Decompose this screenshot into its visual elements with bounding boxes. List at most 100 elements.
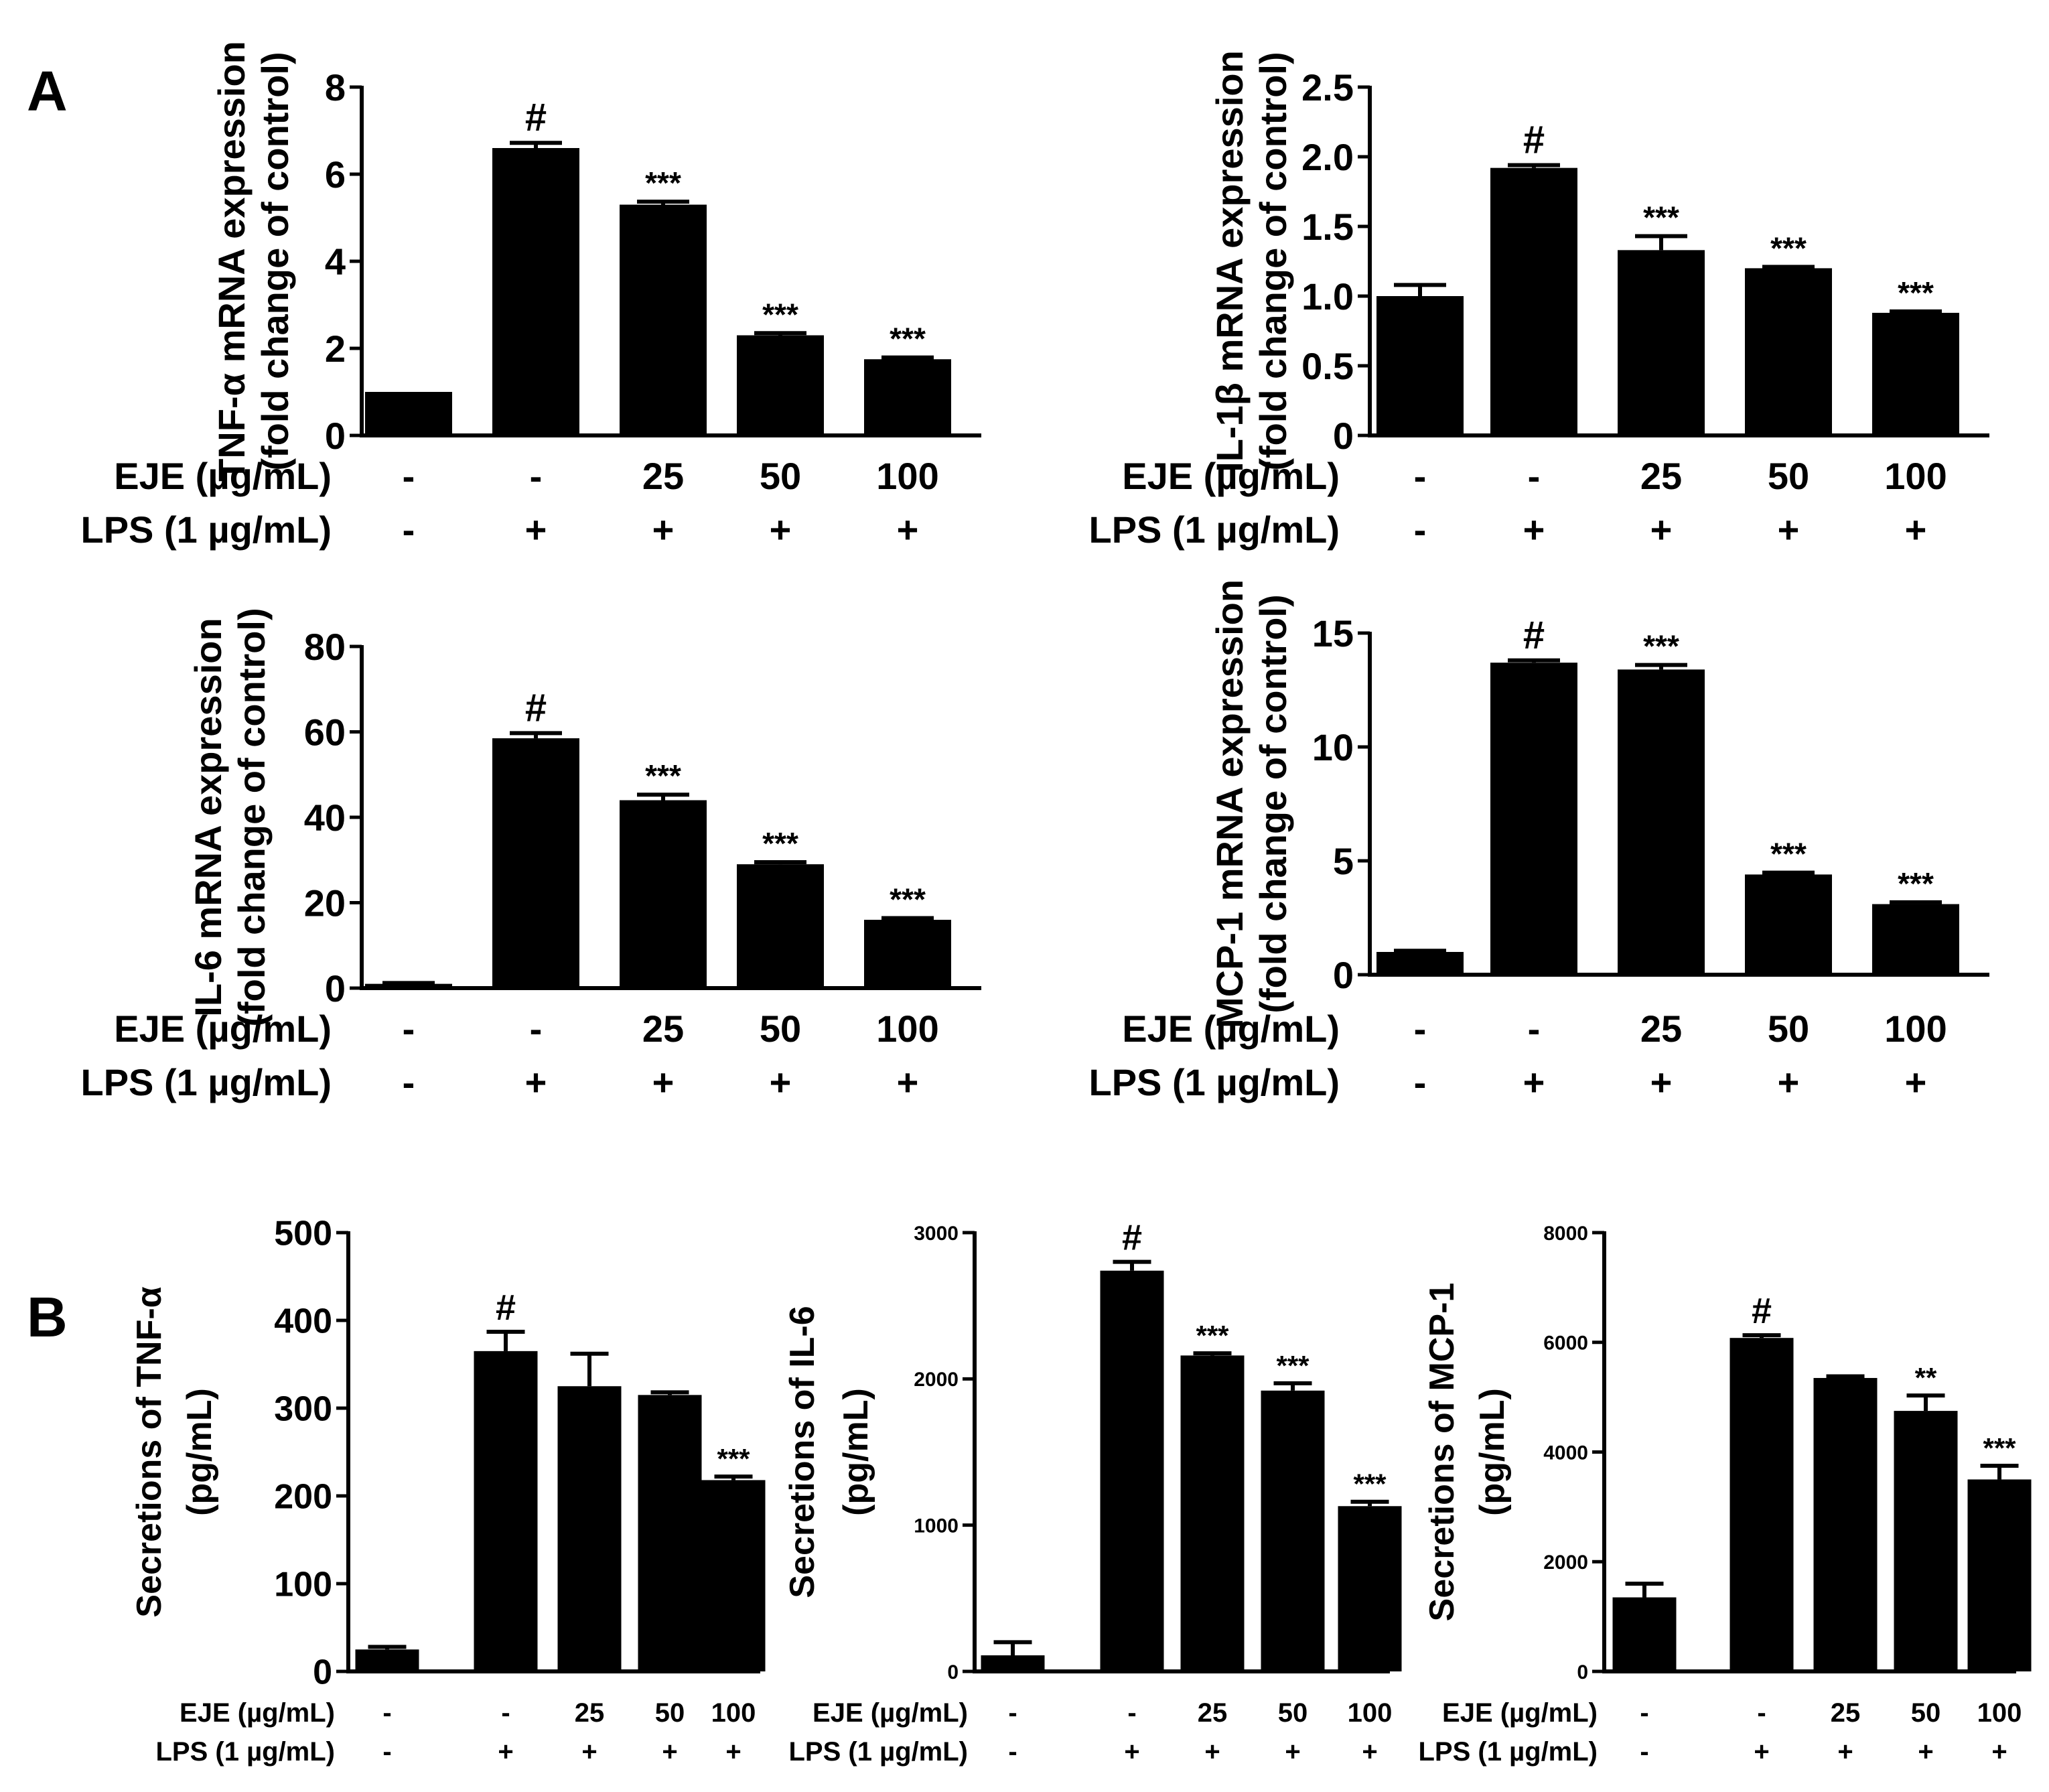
annotation-significance: *** [1643,200,1679,235]
y-tick-label: 0.5 [1301,345,1354,387]
row-value-lps: - [382,1737,391,1767]
row-value-eje: 25 [1640,1008,1682,1050]
y-tick-label: 5 [1333,840,1354,882]
bar [864,920,951,988]
row-value-lps: + [1285,1737,1300,1767]
row-value-eje: 50 [1768,455,1809,497]
y-tick-label: 0 [1333,415,1354,457]
bar [1338,1506,1402,1671]
row-value-eje: 100 [1884,1008,1947,1050]
y-tick-label: 0 [947,1661,959,1683]
panel-label: A [27,60,68,123]
annotation-significance: *** [890,322,926,356]
row-value-eje: - [1528,1008,1541,1050]
annotation-significance: *** [1898,275,1934,310]
annotation-hash: # [525,686,547,730]
row-value-lps: + [1778,1061,1800,1103]
row-value-eje: - [1528,455,1541,497]
row-value-eje: - [1008,1698,1017,1728]
row-value-eje: 50 [760,1008,801,1050]
y-axis-label: Secretions of IL-6 [783,1306,822,1598]
row-value-lps: + [1991,1737,2007,1767]
row-value-eje: 25 [1831,1698,1861,1728]
row-value-eje: - [403,455,415,497]
row-value-eje: - [1414,1008,1427,1050]
y-tick-label: 8 [325,66,346,109]
chart-tnf-mrna: A 0 2 4 6 8 TNF-α mRNA expression (fold change … [27,41,981,551]
y-tick-label: 2000 [1543,1552,1588,1574]
annotation-significance: *** [1643,629,1679,664]
bar [365,983,452,988]
y-axis-label-unit: (fold change of control) [230,608,273,1026]
row-value-lps: + [897,508,919,551]
y-tick-label: 2.0 [1301,136,1354,178]
bar [701,1480,766,1671]
bar [1180,1355,1245,1671]
row-value-lps: + [525,1061,547,1103]
y-axis-label: IL-1β mRNA expression [1208,50,1251,472]
annotation-significance: *** [1196,1320,1229,1351]
y-tick-label: 500 [274,1215,332,1253]
y-tick-label: 0 [1577,1661,1588,1683]
row-value-lps: + [1778,508,1800,551]
y-tick-label: 100 [274,1566,332,1604]
y-tick-label: 1000 [914,1515,959,1537]
y-tick-label: 10 [1312,726,1354,768]
y-tick-label: 6 [325,153,346,196]
row-value-lps: - [1414,508,1427,551]
bar [1813,1377,1878,1671]
y-tick-label: 3000 [914,1223,959,1245]
y-axis-label-unit: (fold change of control) [1252,52,1294,470]
annotation-significance: *** [1276,1350,1310,1381]
row-value-lps: + [1124,1737,1139,1767]
annotation-significance: *** [1353,1468,1387,1500]
row-label-lps: LPS (1 µg/mL) [1089,508,1340,551]
y-tick-label: 4000 [1543,1442,1588,1464]
y-tick-label: 20 [304,882,346,924]
row-value-lps: + [1362,1737,1377,1767]
annotation-significance: *** [645,165,681,200]
row-value-eje: 25 [642,1008,684,1050]
bar [1261,1390,1325,1671]
row-value-eje: 50 [1768,1008,1809,1050]
row-label-lps: LPS (1 µg/mL) [1089,1061,1340,1103]
bar [1729,1338,1794,1671]
row-value-lps: + [1837,1737,1853,1767]
panel-label: B [27,1286,68,1349]
y-axis-label: Secretions of TNF-α [130,1286,169,1617]
row-value-lps: + [498,1737,513,1767]
y-axis-label: IL-6 mRNA expression [187,618,229,1016]
row-value-eje: 25 [1640,455,1682,497]
y-tick-label: 400 [274,1302,332,1341]
y-axis-label-unit: (fold change of control) [1252,594,1294,1013]
annotation-hash: # [1752,1291,1772,1331]
annotation-significance: *** [890,882,926,916]
bar [1490,167,1577,435]
annotation-significance: *** [1898,866,1934,901]
row-value-lps: + [725,1737,741,1767]
row-value-eje: 100 [876,455,938,497]
bar [1618,669,1705,975]
row-value-lps: - [1414,1061,1427,1103]
y-tick-label: 2.5 [1301,66,1354,109]
y-tick-label: 1.5 [1301,206,1354,248]
row-value-lps: + [525,508,547,551]
row-label-lps: LPS (1 µg/mL) [81,508,332,551]
row-value-lps: + [1650,508,1673,551]
annotation-significance: *** [1770,837,1807,872]
row-value-lps: + [652,1061,675,1103]
bar [1894,1411,1958,1671]
row-label-lps: LPS (1 µg/mL) [156,1737,336,1767]
y-axis-label-unit: (pg/mL) [180,1388,219,1516]
y-tick-label: 80 [304,626,346,668]
bar [1967,1479,2032,1671]
bar [1872,904,1959,975]
chart-mcp1-secretion: 0 2000 4000 6000 8000 Secretions of MCP-1 (pg/… [1419,1223,2032,1767]
bar [620,204,707,435]
bar [557,1386,622,1671]
row-label-eje: EJE (µg/mL) [812,1698,968,1728]
row-value-eje: - [530,1008,543,1050]
bar [1618,250,1705,435]
bar [474,1351,538,1671]
row-value-eje: 100 [1884,455,1947,497]
